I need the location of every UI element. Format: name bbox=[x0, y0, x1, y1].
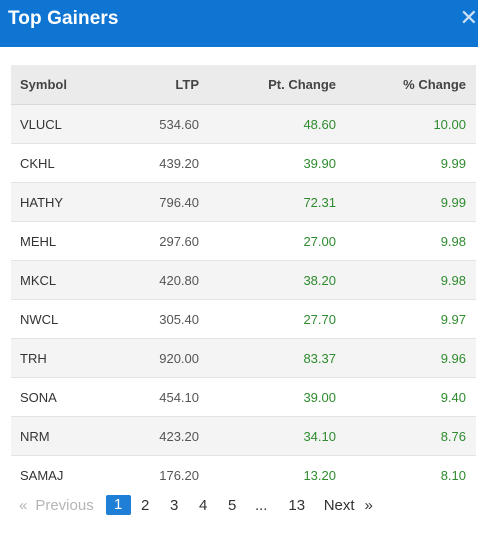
pt-change-cell: 72.31 bbox=[199, 182, 336, 222]
table-row[interactable]: MKCL 420.80 38.20 9.98 bbox=[11, 260, 476, 300]
ltp-cell: 920.00 bbox=[121, 338, 199, 378]
column-header-pt-change[interactable]: Pt. Change bbox=[199, 65, 336, 105]
pt-change-cell: 39.90 bbox=[199, 143, 336, 183]
table-row[interactable]: CKHL 439.20 39.90 9.99 bbox=[11, 143, 476, 183]
page-1-button[interactable]: 1 bbox=[105, 495, 131, 515]
prev-arrow-icon[interactable]: « bbox=[19, 496, 28, 514]
symbol-cell[interactable]: SONA bbox=[11, 377, 121, 417]
panel-title: Top Gainers bbox=[8, 8, 119, 29]
table-row[interactable]: VLUCL 534.60 48.60 10.00 bbox=[11, 104, 476, 144]
ltp-cell: 297.60 bbox=[121, 221, 199, 261]
pt-change-cell: 27.00 bbox=[199, 221, 336, 261]
page-3-button[interactable]: 3 bbox=[170, 496, 179, 514]
column-header-ltp[interactable]: LTP bbox=[121, 65, 199, 105]
close-icon[interactable]: ✕ bbox=[459, 5, 478, 30]
symbol-cell[interactable]: HATHY bbox=[11, 182, 121, 222]
pct-change-cell: 9.99 bbox=[336, 143, 476, 183]
pct-change-cell: 9.98 bbox=[336, 221, 476, 261]
previous-button[interactable]: Previous bbox=[35, 496, 94, 514]
table-row[interactable]: NRM 423.20 34.10 8.76 bbox=[11, 416, 476, 456]
ltp-cell: 454.10 bbox=[121, 377, 199, 417]
page-4-button[interactable]: 4 bbox=[199, 496, 208, 514]
panel-header: Top Gainers ✕ bbox=[0, 0, 478, 47]
gainers-table: Symbol LTP Pt. Change % Change VLUCL 534.… bbox=[11, 65, 476, 494]
pagination: « Previous 1 2 3 4 5 ... 13 Next » bbox=[19, 494, 373, 516]
pt-change-cell: 13.20 bbox=[199, 455, 336, 494]
pagination-ellipsis: ... bbox=[254, 496, 268, 514]
gainers-table-container: Symbol LTP Pt. Change % Change VLUCL 534.… bbox=[11, 65, 476, 494]
symbol-cell[interactable]: MEHL bbox=[11, 221, 121, 261]
ltp-cell: 796.40 bbox=[121, 182, 199, 222]
page-5-button[interactable]: 5 bbox=[228, 496, 237, 514]
table-row[interactable]: NWCL 305.40 27.70 9.97 bbox=[11, 299, 476, 339]
symbol-cell[interactable]: NRM bbox=[11, 416, 121, 456]
ltp-cell: 420.80 bbox=[121, 260, 199, 300]
column-header-pct-change[interactable]: % Change bbox=[336, 65, 476, 105]
ltp-cell: 176.20 bbox=[121, 455, 199, 494]
symbol-cell[interactable]: VLUCL bbox=[11, 104, 121, 144]
table-row[interactable]: MEHL 297.60 27.00 9.98 bbox=[11, 221, 476, 261]
table-row[interactable]: SONA 454.10 39.00 9.40 bbox=[11, 377, 476, 417]
ltp-cell: 534.60 bbox=[121, 104, 199, 144]
next-button[interactable]: Next bbox=[323, 496, 355, 514]
table-row[interactable]: SAMAJ 176.20 13.20 8.10 bbox=[11, 455, 476, 494]
pt-change-cell: 34.10 bbox=[199, 416, 336, 456]
table-header-row: Symbol LTP Pt. Change % Change bbox=[11, 65, 476, 105]
pct-change-cell: 9.97 bbox=[336, 299, 476, 339]
pt-change-cell: 83.37 bbox=[199, 338, 336, 378]
pt-change-cell: 38.20 bbox=[199, 260, 336, 300]
symbol-cell[interactable]: CKHL bbox=[11, 143, 121, 183]
table-row[interactable]: TRH 920.00 83.37 9.96 bbox=[11, 338, 476, 378]
pt-change-cell: 48.60 bbox=[199, 104, 336, 144]
pct-change-cell: 9.98 bbox=[336, 260, 476, 300]
column-header-symbol[interactable]: Symbol bbox=[11, 65, 121, 105]
page-2-button[interactable]: 2 bbox=[141, 496, 150, 514]
table-row[interactable]: HATHY 796.40 72.31 9.99 bbox=[11, 182, 476, 222]
next-arrow-icon[interactable]: » bbox=[364, 496, 373, 514]
symbol-cell[interactable]: NWCL bbox=[11, 299, 121, 339]
pct-change-cell: 10.00 bbox=[336, 104, 476, 144]
pt-change-cell: 39.00 bbox=[199, 377, 336, 417]
symbol-cell[interactable]: TRH bbox=[11, 338, 121, 378]
pct-change-cell: 8.10 bbox=[336, 455, 476, 494]
ltp-cell: 423.20 bbox=[121, 416, 199, 456]
symbol-cell[interactable]: MKCL bbox=[11, 260, 121, 300]
pct-change-cell: 9.96 bbox=[336, 338, 476, 378]
pct-change-cell: 9.99 bbox=[336, 182, 476, 222]
pct-change-cell: 9.40 bbox=[336, 377, 476, 417]
ltp-cell: 439.20 bbox=[121, 143, 199, 183]
ltp-cell: 305.40 bbox=[121, 299, 199, 339]
pct-change-cell: 8.76 bbox=[336, 416, 476, 456]
pt-change-cell: 27.70 bbox=[199, 299, 336, 339]
symbol-cell[interactable]: SAMAJ bbox=[11, 455, 121, 494]
page-13-button[interactable]: 13 bbox=[288, 496, 306, 514]
